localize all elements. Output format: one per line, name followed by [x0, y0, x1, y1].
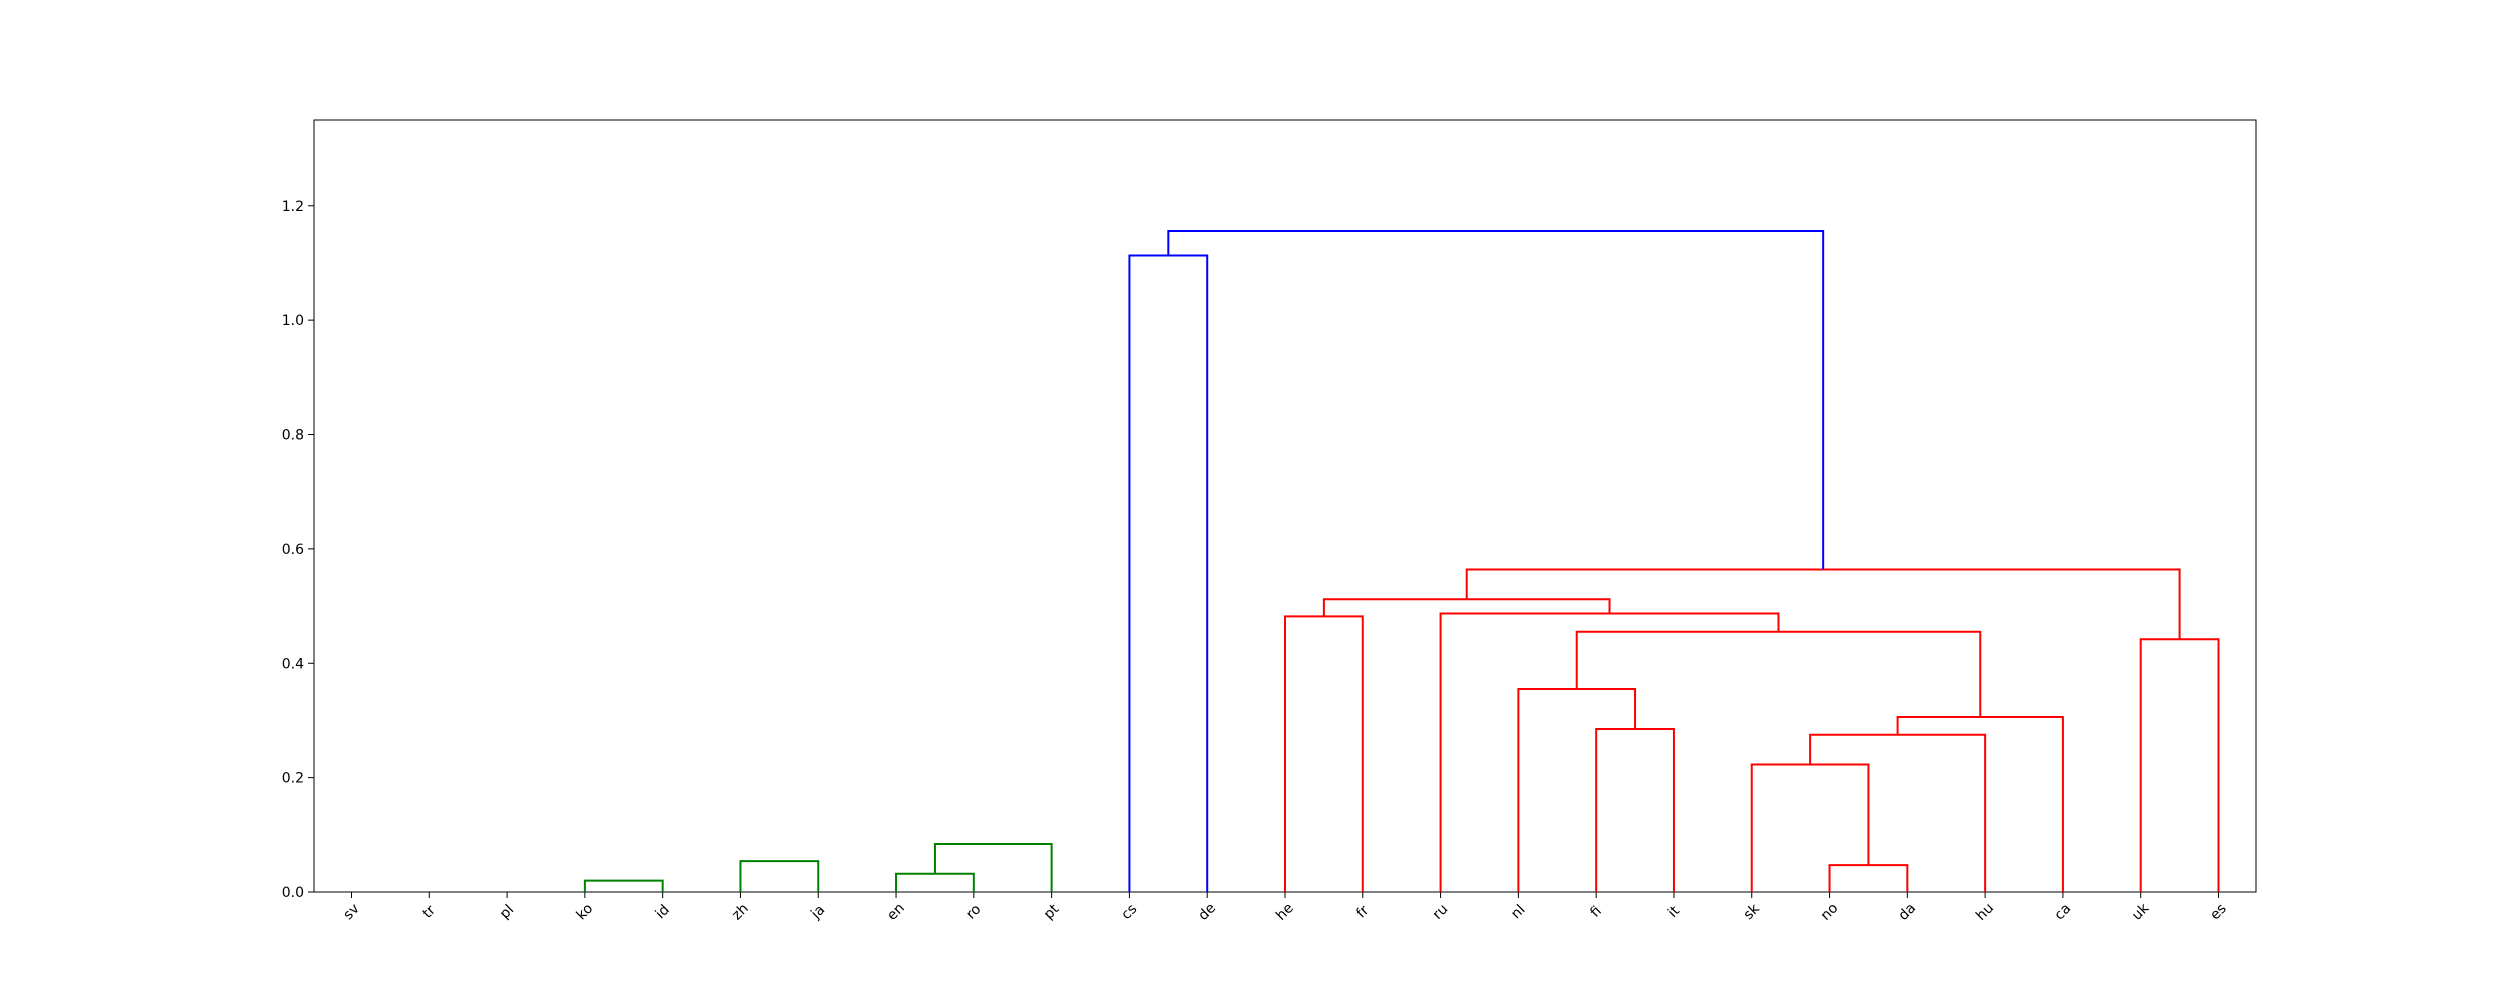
leaf-label-id: id [652, 902, 672, 922]
dendrogram-link [1828, 864, 1909, 892]
leaf-label-ko: ko [573, 901, 596, 924]
dendrogram-link [1575, 630, 1982, 718]
dendrogram-link [1517, 687, 1637, 892]
y-tick-label: 0.8 [282, 428, 304, 444]
dendrogram-link [2139, 638, 2220, 892]
leaf-label-pl: pl [497, 902, 517, 922]
dendrogram-link [1128, 254, 1209, 892]
leaf-label-ru: ru [1430, 901, 1452, 923]
dendrogram-link [1595, 728, 1675, 892]
leaf-label-fi: fi [1587, 903, 1605, 921]
dendrogram-link [1439, 612, 1780, 892]
leaf-label-pt: pt [1041, 901, 1063, 923]
dendrogram-link [1465, 568, 2181, 640]
dendrogram-link [933, 842, 1053, 892]
dendrogram-link [1284, 615, 1364, 892]
dendrogram-link [895, 872, 975, 892]
y-tick-label: 0.4 [282, 656, 304, 672]
leaf-label-ja: ja [807, 902, 828, 923]
leaf-label-uk: uk [2129, 900, 2153, 924]
leaf-label-sv: sv [340, 901, 362, 923]
y-tick-label: 1.2 [282, 199, 304, 215]
leaf-label-cs: cs [1118, 901, 1140, 923]
leaf-label-no: no [1818, 900, 1842, 924]
leaf-label-nl: nl [1508, 902, 1528, 922]
leaf-label-ca: ca [2052, 901, 2075, 924]
leaf-label-hu: hu [1973, 900, 1997, 924]
dendrogram-link [1896, 716, 2064, 892]
leaf-label-fr: fr [1353, 902, 1372, 921]
dendrogram-link [1809, 733, 1987, 892]
dendrogram-link [739, 860, 820, 892]
leaf-label-sk: sk [1741, 900, 1764, 923]
leaf-label-it: it [1665, 903, 1683, 921]
leaf-label-zh: zh [729, 901, 752, 924]
dendrogram-link [583, 879, 664, 892]
y-tick-label: 0.0 [282, 885, 304, 901]
leaf-label-da: da [1896, 900, 1920, 924]
leaf-label-en: en [884, 900, 908, 924]
leaf-label-he: he [1273, 900, 1297, 924]
leaf-label-de: de [1195, 900, 1219, 924]
y-tick-label: 0.2 [282, 771, 304, 787]
leaf-label-ro: ro [963, 901, 984, 922]
leaf-label-tr: tr [420, 902, 439, 921]
dendrogram-link [1167, 229, 1825, 570]
dendrogram-link [1322, 598, 1611, 617]
y-tick-label: 1.0 [282, 313, 304, 329]
leaf-label-es: es [2207, 901, 2230, 924]
y-tick-label: 0.6 [282, 542, 304, 558]
dendrogram-link [1750, 763, 1870, 892]
